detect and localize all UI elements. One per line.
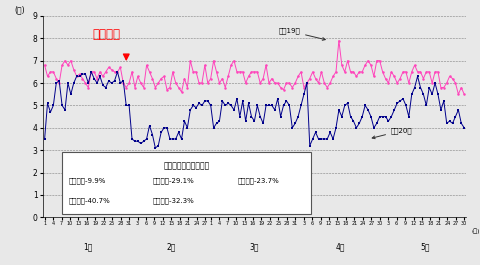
Text: 1月: 1月 <box>84 242 93 251</box>
Text: ・１月：-9.9%: ・１月：-9.9% <box>69 177 106 184</box>
Text: ・４月：-32.3%: ・４月：-32.3% <box>153 197 195 204</box>
FancyBboxPatch shape <box>62 152 312 214</box>
Text: (日): (日) <box>471 228 480 234</box>
Text: 3月: 3月 <box>250 242 259 251</box>
Text: (円): (円) <box>15 5 25 14</box>
Text: ・３月：-29.1%: ・３月：-29.1% <box>153 177 195 184</box>
Text: 2月: 2月 <box>167 242 176 251</box>
Text: 対前年同月実質増減率: 対前年同月実質増減率 <box>164 161 210 170</box>
Text: 平成20年: 平成20年 <box>372 127 413 139</box>
Text: 平成19年: 平成19年 <box>278 28 325 40</box>
Text: ・２月：-40.7%: ・２月：-40.7% <box>69 197 110 204</box>
Text: 事件発覚: 事件発覚 <box>93 28 120 41</box>
Text: 4月: 4月 <box>336 242 345 251</box>
Text: ・５月：-23.7%: ・５月：-23.7% <box>238 177 279 184</box>
Text: 5月: 5月 <box>420 242 430 251</box>
